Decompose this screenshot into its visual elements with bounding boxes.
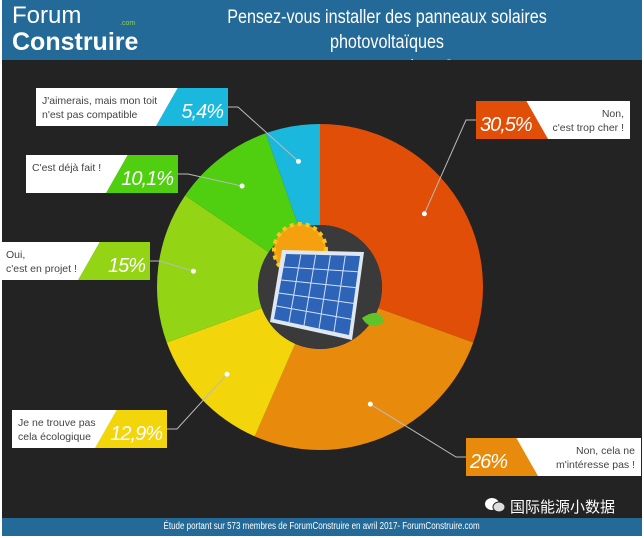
- logo-forum: Forum: [12, 2, 82, 29]
- watermark-text: 国际能源小数据: [510, 499, 616, 516]
- slice-category: Je ne trouve pas cela écologique: [18, 417, 96, 443]
- slice-percent: 30,5%: [476, 101, 548, 139]
- slice-category: Oui, c'est en projet !: [6, 249, 77, 275]
- slice-value: 5,4%: [181, 101, 224, 123]
- donut-slice: [320, 124, 483, 343]
- slice-category: Non, c'est trop cher !: [552, 108, 624, 134]
- leader-line: [167, 373, 228, 430]
- leader-dot: [421, 211, 427, 217]
- slice-value: 10,1%: [121, 168, 174, 190]
- wechat-icon: [484, 496, 506, 514]
- slice-percent: 10,1%: [106, 155, 178, 193]
- donut-slice: [254, 308, 474, 450]
- donut-slice: [166, 308, 296, 437]
- donut-slice: [265, 124, 320, 229]
- donut-slice: [156, 195, 269, 343]
- footer-text: Étude portant sur 573 membres de ForumCo…: [163, 521, 481, 532]
- leader-line: [178, 173, 243, 187]
- slice-percent: 5,4%: [156, 88, 228, 126]
- title-line-1: Pensez-vous installer des panneaux solai…: [227, 7, 547, 53]
- slice-value: 26%: [470, 451, 508, 473]
- slice-percent: 15%: [78, 242, 150, 280]
- slice-label: 10,1% C'est déjà fait !: [26, 155, 178, 193]
- slice-label: 12,9% Je ne trouve pas cela écologique: [12, 410, 167, 448]
- logo-construire: Construire: [12, 28, 139, 56]
- footer: Étude portant sur 573 membres de ForumCo…: [2, 518, 642, 536]
- leader-dot: [295, 158, 301, 164]
- leader-dot: [367, 401, 373, 407]
- slice-category: Non, cela ne m'intéresse pas !: [555, 445, 635, 471]
- slice-category: C'est déjà fait !: [32, 162, 102, 174]
- slice-label: 26% Non, cela ne m'intéresse pas !: [466, 438, 641, 476]
- slice-value: 15%: [107, 255, 146, 277]
- leader-dot: [224, 371, 230, 377]
- slice-percent: 12,9%: [95, 410, 167, 448]
- slice-value: 12,9%: [110, 423, 163, 445]
- slice-label: 15% Oui, c'est en projet !: [0, 242, 150, 280]
- solar-panel-sun-icon: [258, 222, 384, 349]
- slice-category: J'aimerais, mais mon toit n'est pas compa…: [42, 95, 158, 121]
- leader-line: [228, 106, 299, 162]
- leader-line: [423, 119, 476, 214]
- donut-slice: [185, 133, 300, 253]
- leader-dot: [190, 268, 196, 274]
- logo-suffix: .com: [120, 20, 136, 27]
- slice-value: 30,5%: [480, 114, 533, 136]
- leader-line: [150, 260, 194, 272]
- slice-percent: 26%: [466, 438, 538, 476]
- leader-line: [370, 403, 466, 458]
- leader-dot: [239, 183, 245, 189]
- slice-label: 5,4% J'aimerais, mais mon toit n'est pas c…: [36, 88, 228, 126]
- slice-label: 30,5% Non, c'est trop cher !: [476, 101, 630, 139]
